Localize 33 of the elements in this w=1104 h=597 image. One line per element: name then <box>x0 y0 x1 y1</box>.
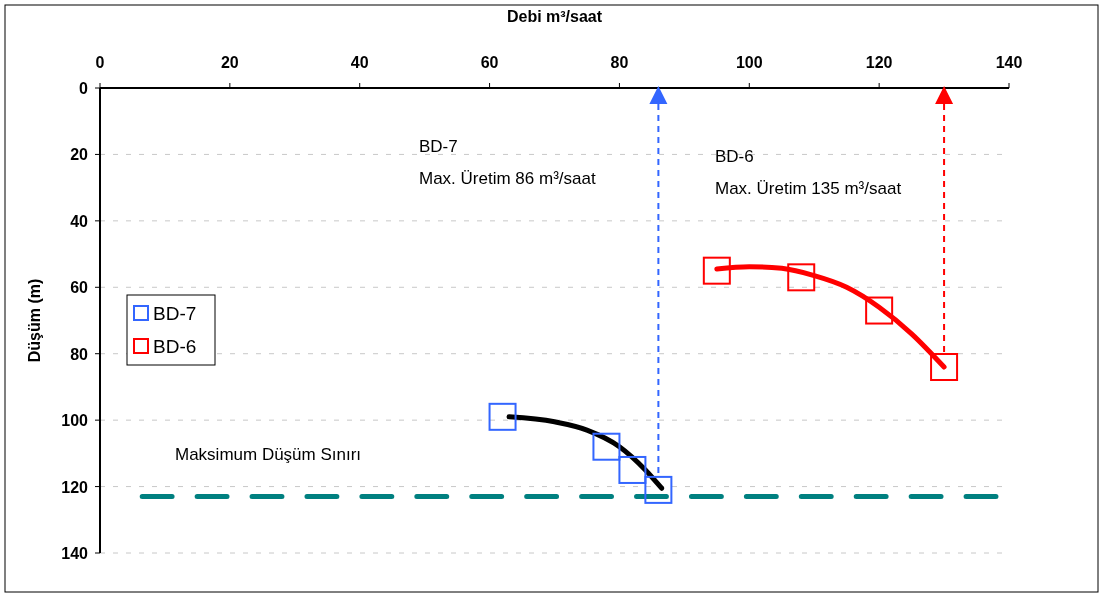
y-tick-label: 60 <box>70 279 89 297</box>
y-tick-label: 140 <box>61 545 89 562</box>
x-tick-label: 80 <box>610 54 629 71</box>
x-tick-label: 120 <box>865 54 893 71</box>
point <box>592 432 621 461</box>
annotation: BD-6 <box>715 147 754 166</box>
legend-label: BD-7 <box>153 303 197 324</box>
point <box>618 455 647 484</box>
point <box>702 256 731 285</box>
annotation: Max. Üretim 135 m³/saat <box>715 179 902 198</box>
y-tick-label: 0 <box>79 80 89 97</box>
annotation: Maksimum Düşüm Sınırı <box>175 445 362 464</box>
annotation: BD-7 <box>419 137 458 156</box>
y-tick-label: 80 <box>70 345 89 363</box>
y-tick-label: 100 <box>61 412 89 430</box>
x-tick-label: 60 <box>480 54 499 71</box>
x-tick-label: 0 <box>95 54 105 71</box>
x-tick-label: 100 <box>735 54 763 71</box>
point <box>787 263 816 292</box>
x-tick-label: 40 <box>350 54 369 71</box>
y-tick-label: 120 <box>61 478 89 496</box>
legend-label: BD-6 <box>153 336 197 357</box>
y-tick-label: 20 <box>70 146 89 164</box>
annotation: Max. Üretim 86 m³/saat <box>419 169 596 188</box>
point <box>930 353 959 381</box>
x-axis-title: Debi m³/saat <box>506 8 603 25</box>
point <box>865 296 894 325</box>
x-tick-label: 140 <box>995 54 1023 71</box>
y-axis-title: Düşüm (m) <box>26 278 43 363</box>
x-tick-label: 20 <box>220 54 239 71</box>
point <box>488 402 517 431</box>
y-tick-label: 40 <box>70 212 89 230</box>
point <box>644 475 673 504</box>
